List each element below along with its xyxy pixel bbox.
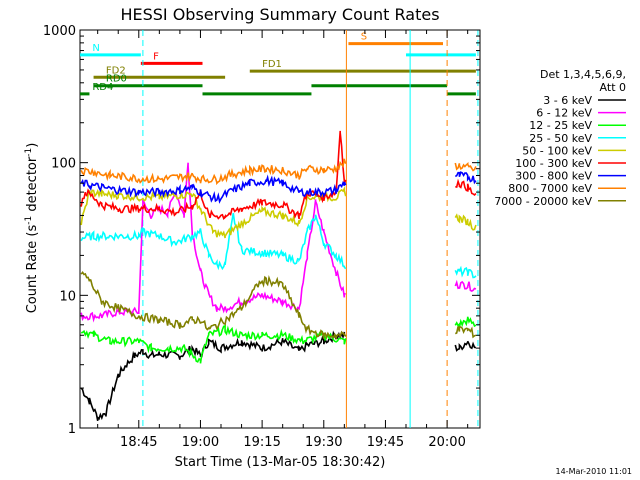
legend-entry: 100 - 300 keV xyxy=(515,157,592,170)
state-bar-label: FD1 xyxy=(262,59,282,70)
y-axis-label-sup2: -1 xyxy=(24,148,34,157)
legend-entry: 25 - 50 keV xyxy=(529,132,592,145)
series-line-0 xyxy=(80,330,477,422)
data-series xyxy=(80,130,477,422)
y-axis-label-mid: detector xyxy=(25,156,40,216)
footer-date: 14-Mar-2010 11:01 xyxy=(555,467,633,476)
y-tick-label: 1000 xyxy=(43,24,76,39)
y-axis-label: Count Rate (s-1 detector-1) xyxy=(24,143,40,314)
y-tick-label: 10 xyxy=(59,289,76,304)
x-tick-label: 19:30 xyxy=(305,435,342,450)
legend-entry: 7000 - 20000 keV xyxy=(494,195,592,208)
state-bar-label: N xyxy=(92,43,99,54)
legend-entry: 3 - 6 keV xyxy=(543,94,592,107)
legend-entry: 300 - 800 keV xyxy=(515,170,592,183)
legend-title-1: Det 1,3,4,5,6,9, xyxy=(540,68,626,81)
legend-entry: 6 - 12 keV xyxy=(536,107,592,120)
y-tick-label: 1 xyxy=(68,422,76,437)
x-tick-label: 19:45 xyxy=(367,435,404,450)
series-line-1 xyxy=(80,162,477,323)
state-bar-label: RD0 xyxy=(106,74,127,85)
plot-area xyxy=(79,29,481,429)
chart-title: HESSI Observing Summary Count Rates xyxy=(120,5,439,24)
state-bar-label: F xyxy=(153,51,159,62)
series-line-4 xyxy=(80,185,477,239)
vertical-markers xyxy=(142,30,479,428)
legend-entry: 800 - 7000 keV xyxy=(508,182,592,195)
series-line-7 xyxy=(80,158,477,186)
series-line-2 xyxy=(80,316,477,364)
x-tick-label: 19:00 xyxy=(182,435,219,450)
y-tick-label: 100 xyxy=(51,157,76,172)
series-line-6 xyxy=(80,171,477,204)
x-tick-label: 20:00 xyxy=(428,435,465,450)
state-bar-label: FD2 xyxy=(106,65,126,76)
y-axis-label-end: ) xyxy=(25,143,40,148)
x-tick-label: 18:45 xyxy=(120,435,157,450)
series-line-3 xyxy=(80,212,477,279)
state-bar-label: S xyxy=(361,32,367,43)
state-bar-label: RD4 xyxy=(92,82,113,93)
y-axis-label-sup1: -1 xyxy=(24,216,34,225)
legend-entry: 12 - 25 keV xyxy=(529,119,592,132)
y-axis-label-main: Count Rate (s xyxy=(25,225,40,314)
x-axis-ticks: 18:45 19:00 19:15 19:30 19:45 20:00 xyxy=(97,30,469,450)
y-axis-ticks: 1 10 100 1000 xyxy=(43,24,480,437)
legend-entry: 50 - 100 keV xyxy=(522,144,592,157)
legend-title-2: Att 0 xyxy=(600,81,626,94)
x-tick-label: 19:15 xyxy=(243,435,280,450)
x-axis-label: Start Time (13-Mar-05 18:30:42) xyxy=(175,455,386,470)
series-line-5 xyxy=(80,130,477,221)
series-line-8 xyxy=(80,271,477,341)
